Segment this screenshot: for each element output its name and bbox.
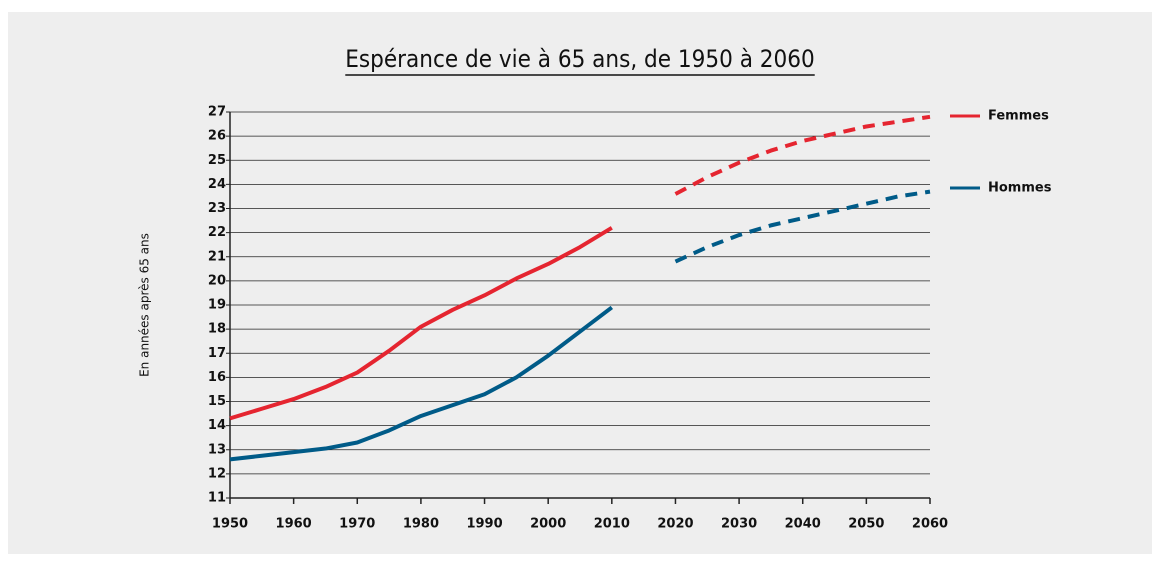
series-line — [229, 226, 613, 421]
x-tick-label: 2030 — [721, 517, 757, 532]
x-tick-label: 1970 — [339, 517, 375, 532]
y-tick-label: 25 — [208, 153, 226, 168]
y-tick-label: 14 — [208, 418, 226, 433]
y-tick-label: 18 — [208, 322, 226, 337]
y-tick-label: 20 — [208, 273, 226, 288]
y-tick-label: 23 — [208, 201, 226, 216]
y-tick-label: 19 — [208, 298, 226, 313]
x-tick-label: 2000 — [530, 517, 566, 532]
legend-label: Hommes — [988, 181, 1052, 196]
series-line — [229, 305, 614, 462]
x-tick-label: 2060 — [912, 517, 948, 532]
series-line — [674, 114, 931, 196]
x-tick-label: 1950 — [212, 517, 248, 532]
y-tick-label: 22 — [208, 225, 226, 240]
y-tick-label: 21 — [208, 249, 226, 264]
y-tick-label: 11 — [208, 491, 226, 506]
y-tick-label: 26 — [208, 129, 226, 144]
y-tick-label: 27 — [208, 105, 226, 120]
y-tick-label: 13 — [208, 442, 226, 457]
legend-label: Femmes — [988, 109, 1049, 124]
x-tick-label: 2050 — [848, 517, 884, 532]
x-tick-label: 1960 — [276, 517, 312, 532]
y-tick-label: 24 — [208, 177, 226, 192]
y-tick-label: 15 — [208, 394, 226, 409]
x-tick-label: 1980 — [403, 517, 439, 532]
x-tick-label: 2010 — [594, 517, 630, 532]
x-tick-label: 1990 — [466, 517, 502, 532]
x-tick-label: 2040 — [785, 517, 821, 532]
panel — [8, 12, 1152, 554]
y-tick-label: 12 — [208, 466, 226, 481]
y-axis-label: En années après 65 ans — [138, 233, 152, 377]
chart-title: Espérance de vie à 65 ans, de 1950 à 206… — [345, 45, 814, 73]
y-tick-label: 16 — [208, 370, 226, 385]
x-tick-label: 2020 — [657, 517, 693, 532]
series-line — [674, 189, 931, 264]
y-tick-label: 17 — [208, 346, 226, 361]
